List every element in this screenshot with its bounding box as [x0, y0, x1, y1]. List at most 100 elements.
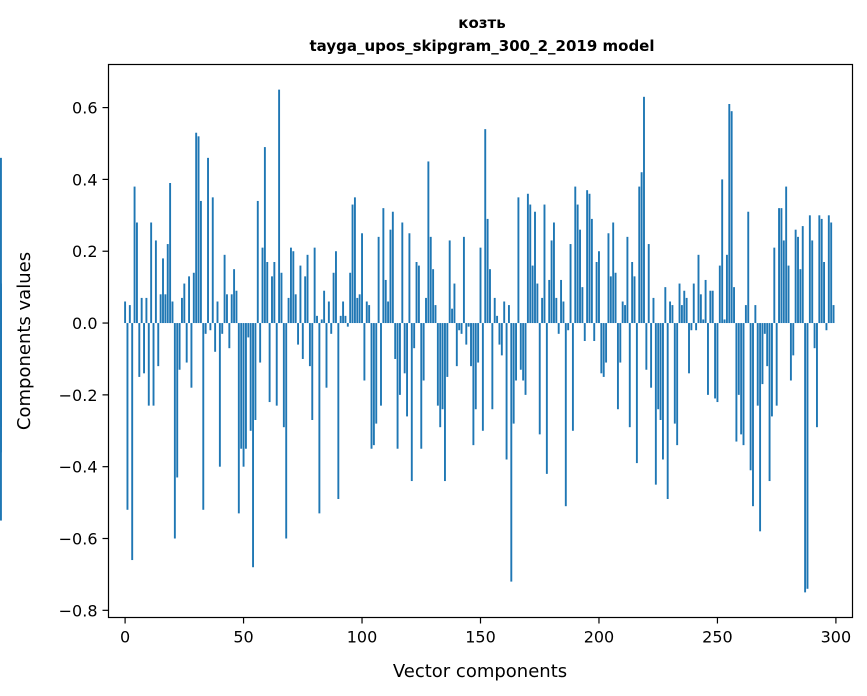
bar-243: [699, 294, 702, 324]
bar-13: [154, 240, 157, 324]
bar-207: [614, 272, 617, 324]
bar-180: [550, 240, 553, 324]
bar-184: [560, 279, 563, 324]
bar-38: [214, 323, 217, 352]
bar-143: [462, 236, 465, 324]
bar-128: [427, 161, 430, 324]
bar-117: [401, 222, 404, 324]
bar-145: [467, 323, 470, 327]
bar-213: [628, 323, 631, 428]
bar-71: [292, 251, 295, 324]
bar-204: [607, 233, 610, 324]
bar-253: [723, 319, 726, 324]
bar-97: [353, 197, 356, 324]
bar-110: [384, 279, 387, 324]
bar-296: [825, 323, 828, 331]
bar-156: [493, 297, 496, 324]
bar-45: [230, 294, 233, 324]
bar-22: [176, 323, 179, 478]
bar-138: [451, 308, 454, 324]
bar-257: [733, 287, 735, 324]
bar-179: [548, 279, 551, 324]
bar-123: [415, 262, 418, 324]
bar-60: [266, 262, 269, 324]
bar-20: [171, 301, 174, 324]
bar-50: [242, 323, 245, 467]
bar-231: [671, 305, 674, 324]
bar-248: [711, 290, 714, 324]
bar-196: [588, 193, 591, 324]
bar-163: [510, 323, 513, 582]
bar-160: [503, 301, 506, 324]
x-tick-label: 50: [233, 628, 253, 647]
bar-67: [282, 323, 285, 428]
bar-141: [458, 323, 461, 331]
bar-234: [678, 283, 681, 324]
bar-103: [368, 305, 371, 324]
bar-200: [598, 251, 600, 324]
bar-254: [725, 254, 728, 324]
bar-57: [259, 323, 262, 363]
bar-277: [780, 208, 783, 324]
bar-17: [164, 294, 167, 324]
bar-82: [318, 323, 321, 514]
bar-68: [285, 323, 288, 539]
bar-43: [226, 294, 228, 324]
bar-281: [789, 323, 792, 381]
bar-292: [816, 323, 818, 428]
bar-166: [517, 197, 520, 324]
bar-129: [429, 236, 432, 324]
bar-242: [697, 254, 700, 324]
bar-183: [557, 323, 560, 334]
bar-137: [448, 240, 451, 324]
bar-238: [688, 323, 690, 374]
bar-37: [211, 197, 214, 324]
bar-114: [394, 323, 397, 359]
bar-199: [595, 262, 598, 324]
bar-63: [273, 262, 276, 324]
bar-261: [742, 323, 745, 446]
bar-78: [308, 323, 311, 367]
bar-279: [785, 186, 788, 324]
bar-116: [398, 323, 401, 395]
bar-219: [643, 96, 645, 324]
bar-87: [330, 323, 333, 334]
bar-31: [197, 136, 200, 324]
bar-102: [365, 301, 368, 324]
bar-147: [472, 323, 475, 446]
bar-131: [434, 305, 437, 324]
bar-161: [505, 323, 508, 460]
bar-42: [223, 254, 226, 324]
bar-268: [759, 323, 762, 532]
bar-237: [685, 297, 688, 324]
bar-192: [579, 229, 581, 324]
x-tick-label: 100: [347, 628, 378, 647]
bar-72: [294, 294, 297, 324]
bar-64: [275, 323, 278, 406]
x-tick-label: 150: [465, 628, 496, 647]
bar-224: [654, 323, 657, 485]
bar-112: [389, 229, 392, 324]
bar-52: [247, 323, 250, 338]
bar-225: [657, 323, 660, 410]
bar-157: [496, 315, 499, 324]
bar-244: [702, 319, 705, 324]
bar-96: [351, 204, 354, 324]
bar-77: [306, 254, 309, 324]
bar-56: [256, 200, 259, 324]
bar-218: [640, 172, 643, 324]
bar-249: [714, 323, 717, 399]
bar-32: [199, 200, 202, 324]
bar-265: [752, 323, 754, 507]
bar-62: [271, 276, 273, 324]
bar-273: [770, 323, 773, 417]
bar-30: [195, 132, 198, 324]
bar-133: [439, 323, 442, 428]
bar-15: [159, 294, 162, 324]
bar-205: [609, 276, 612, 324]
y-axis-ticks: 0.6 0.4 0.2 0.0 −0.2 −0.4 −0.6 −0.8: [59, 99, 109, 620]
bar-107: [377, 236, 380, 324]
bar-132: [436, 323, 439, 406]
bar-104: [370, 323, 373, 449]
